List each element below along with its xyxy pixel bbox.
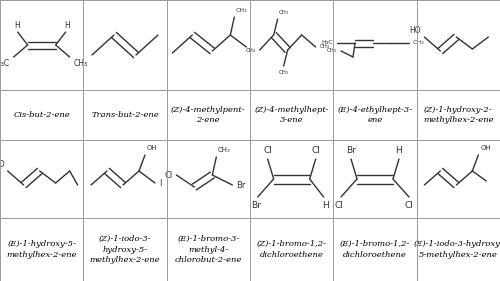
Text: OH: OH (147, 145, 158, 151)
Text: OH: OH (480, 145, 491, 151)
Text: I: I (159, 178, 162, 187)
Text: CH₃: CH₃ (278, 10, 289, 15)
Text: Cl: Cl (164, 171, 172, 180)
Text: (Z)-1-hydroxy-2-
methylhex-2-ene: (Z)-1-hydroxy-2- methylhex-2-ene (423, 105, 494, 124)
Text: CH₃: CH₃ (413, 40, 424, 46)
Text: (E)-4-ethylhept-3-
ene: (E)-4-ethylhept-3- ene (338, 105, 412, 124)
Text: CH₃: CH₃ (218, 147, 230, 153)
Text: CH₃: CH₃ (327, 49, 337, 53)
Text: Br: Br (250, 201, 260, 210)
Text: (E)-1-iodo-3-hydroxy-
5-methylhex-2-ene: (E)-1-iodo-3-hydroxy- 5-methylhex-2-ene (414, 240, 500, 259)
Text: HO: HO (410, 26, 422, 35)
Text: Trans-but-2-ene: Trans-but-2-ene (91, 111, 159, 119)
Text: CH₃: CH₃ (320, 44, 330, 49)
Text: (E)-1-bromo-1,2-
dichloroethene: (E)-1-bromo-1,2- dichloroethene (340, 240, 410, 259)
Text: CH₃: CH₃ (246, 47, 256, 53)
Text: Cl: Cl (404, 201, 413, 210)
Text: H₃C: H₃C (0, 59, 10, 68)
Text: H₃C: H₃C (322, 40, 333, 46)
Text: (E)-1-bromo-3-
methyl-4-
chlorobut-2-ene: (E)-1-bromo-3- methyl-4- chlorobut-2-ene (174, 235, 242, 264)
Text: (Z)-1-iodo-3-
hydroxy-5-
methylhex-2-ene: (Z)-1-iodo-3- hydroxy-5- methylhex-2-ene (90, 235, 160, 264)
Text: H: H (322, 201, 329, 210)
Text: H: H (14, 21, 20, 30)
Text: H: H (396, 146, 402, 155)
Text: Cl: Cl (263, 146, 272, 155)
Text: H: H (64, 21, 70, 30)
Text: (Z)-1-bromo-1,2-
dichloroethene: (Z)-1-bromo-1,2- dichloroethene (256, 240, 326, 259)
Text: CH₃: CH₃ (74, 59, 88, 68)
Text: (E)-1-hydroxy-5-
methylhex-2-ene: (E)-1-hydroxy-5- methylhex-2-ene (6, 240, 77, 259)
Text: CH₃: CH₃ (278, 70, 288, 75)
Text: Cl: Cl (334, 201, 344, 210)
Text: HO: HO (0, 160, 4, 169)
Text: Br: Br (236, 180, 246, 189)
Text: Cl: Cl (311, 146, 320, 155)
Text: (Z)-4-methylhept-
3-ene: (Z)-4-methylhept- 3-ene (254, 105, 329, 124)
Text: Br: Br (346, 146, 356, 155)
Text: Cis-but-2-ene: Cis-but-2-ene (14, 111, 70, 119)
Text: (Z)-4-methylpent-
2-ene: (Z)-4-methylpent- 2-ene (171, 105, 246, 124)
Text: CH₃: CH₃ (236, 8, 247, 13)
